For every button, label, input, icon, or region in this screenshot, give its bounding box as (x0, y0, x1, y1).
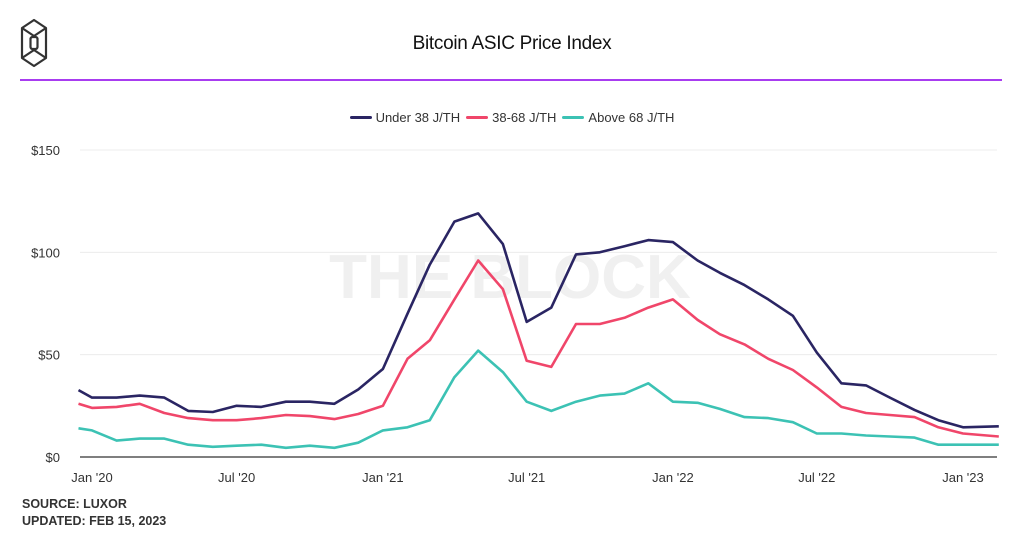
x-tick-label: Jul '20 (218, 470, 255, 485)
legend-item-above68[interactable]: Above 68 J/TH (562, 110, 674, 125)
chart-title: Bitcoin ASIC Price Index (412, 33, 612, 54)
x-tick-label: Jan '21 (362, 470, 404, 485)
y-tick-label: $0 (46, 450, 60, 465)
x-tick-label: Jan '20 (71, 470, 113, 485)
y-tick-label: $100 (31, 245, 60, 260)
x-tick-label: Jul '21 (508, 470, 545, 485)
x-tick-label: Jan '23 (942, 470, 984, 485)
watermark: THE BLOCK (329, 243, 691, 312)
legend-item-38-68[interactable]: 38-68 J/TH (466, 110, 556, 125)
legend-item-under38[interactable]: Under 38 J/TH (349, 110, 461, 125)
legend-label: Above 68 J/TH (588, 110, 675, 125)
legend: Under 38 J/TH 38-68 J/TH Above 68 J/TH (0, 110, 1024, 125)
the-block-logo (20, 18, 48, 68)
series-line-2 (78, 349, 999, 450)
y-tick-label: $150 (31, 143, 60, 158)
legend-swatch (349, 116, 372, 119)
legend-label: Under 38 J/TH (375, 110, 461, 125)
updated-note: UPDATED: FEB 15, 2023 (22, 514, 167, 528)
accent-divider (20, 79, 1002, 81)
legend-swatch (466, 116, 489, 119)
legend-swatch (562, 116, 585, 119)
y-tick-label: $50 (38, 348, 60, 363)
legend-label: 38-68 J/TH (492, 110, 557, 125)
x-tick-label: Jul '22 (798, 470, 835, 485)
source-note: SOURCE: LUXOR (22, 497, 127, 511)
x-tick-label: Jan '22 (652, 470, 694, 485)
